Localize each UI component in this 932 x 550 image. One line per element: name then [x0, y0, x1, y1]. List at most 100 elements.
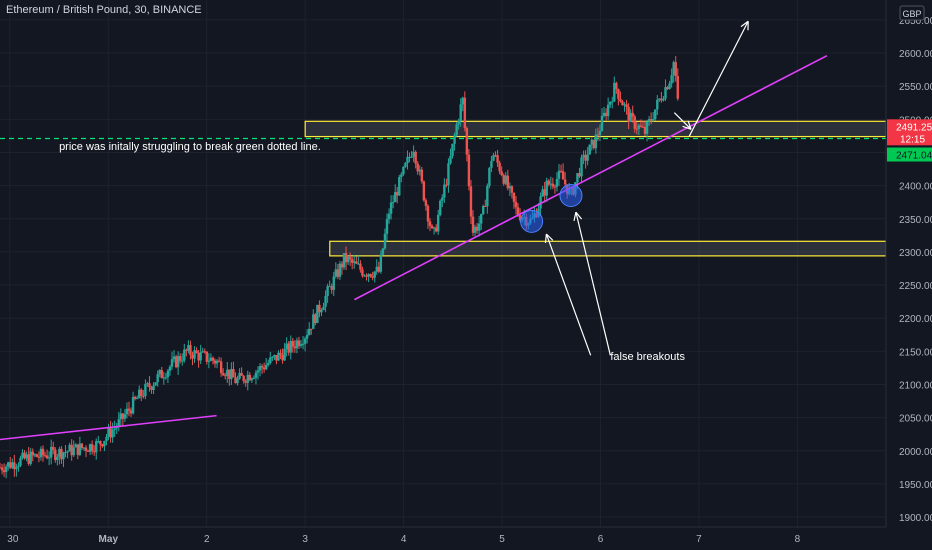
candle-body	[289, 340, 292, 353]
candle-body	[498, 162, 501, 172]
candle-body	[240, 372, 243, 376]
candle-body	[340, 263, 344, 268]
candle-body	[580, 157, 583, 177]
candle-body	[463, 97, 467, 128]
candle-body	[62, 452, 65, 460]
candle-body	[242, 375, 245, 382]
currency-label: GBP	[902, 9, 921, 19]
candle-body	[183, 349, 186, 361]
candle-body	[563, 179, 567, 185]
price-tick-label: 2650.00	[899, 16, 932, 27]
candle-body	[281, 354, 284, 361]
candle-body	[39, 448, 43, 458]
candle-body	[123, 414, 127, 419]
candle-body	[398, 176, 401, 196]
candle-body	[213, 360, 217, 364]
candle-body	[422, 181, 426, 201]
price-tick-label: 2150.00	[899, 347, 932, 358]
candle-body	[228, 369, 231, 380]
candle-body	[54, 449, 57, 461]
candle-body	[598, 130, 602, 136]
candle-body	[6, 462, 10, 467]
candle-body	[592, 139, 596, 149]
candle-body	[647, 119, 651, 122]
candle-body	[492, 155, 495, 161]
candle-body	[80, 443, 84, 448]
trendline	[0, 414, 217, 441]
candle-body	[582, 154, 585, 158]
annotation-arrowhead	[682, 125, 692, 130]
candle-body	[205, 351, 209, 362]
candle-body	[457, 120, 460, 125]
candle-body	[373, 271, 376, 278]
candle-body	[353, 261, 356, 263]
candle-body	[420, 169, 424, 182]
candle-body	[393, 192, 397, 203]
candle-body	[226, 369, 229, 377]
candle-body	[383, 233, 387, 249]
candle-body	[103, 440, 106, 447]
candle-body	[230, 369, 233, 380]
candle-body	[606, 104, 610, 117]
candle-body	[469, 186, 473, 217]
false-breakout-marker	[520, 209, 544, 233]
candle-body	[490, 160, 493, 168]
candle-body	[267, 362, 270, 365]
candle-body	[174, 356, 178, 368]
candle-body	[23, 452, 26, 459]
candle-body	[176, 356, 180, 368]
candle-body	[338, 263, 342, 277]
candle-body	[408, 156, 411, 158]
candle-body	[21, 452, 24, 458]
price-tick-label: 2600.00	[899, 49, 932, 60]
candle-body	[406, 156, 409, 164]
candle-body	[336, 269, 340, 277]
candle-body	[275, 355, 278, 361]
candle-body	[561, 171, 565, 180]
candle-body	[557, 170, 561, 179]
candle-body	[332, 276, 335, 290]
candle-body	[479, 214, 483, 224]
struggle-annotation: price was initally struggling to break g…	[59, 140, 321, 153]
candle-body	[465, 127, 469, 155]
candle-body	[58, 448, 61, 457]
candle-body	[121, 413, 125, 419]
time-tick-label: 8	[795, 534, 801, 545]
time-axis-panel	[0, 527, 932, 550]
candle-body	[330, 286, 333, 290]
candle-body	[633, 116, 636, 129]
candle-body	[357, 263, 360, 265]
candle-body	[107, 428, 110, 437]
candle-body	[131, 396, 135, 414]
candle-body	[117, 419, 120, 427]
last-price-badge	[887, 119, 932, 146]
candle-body	[252, 377, 256, 379]
candle-body	[258, 365, 262, 371]
candle-body	[547, 180, 550, 185]
candle-body	[142, 395, 145, 397]
candle-body	[369, 274, 372, 277]
candle-body	[473, 226, 477, 233]
candle-body	[246, 374, 249, 383]
candle-body	[381, 248, 385, 255]
candle-body	[15, 467, 18, 470]
candle-body	[621, 101, 624, 106]
candle-body	[82, 447, 86, 449]
candle-body	[424, 200, 428, 206]
candle-body	[649, 119, 653, 121]
candle-body	[656, 99, 659, 110]
currency-box	[899, 5, 925, 21]
annotation-arrowhead	[545, 233, 554, 241]
candle-body	[608, 101, 612, 105]
candle-body	[445, 184, 448, 186]
candle-body	[86, 450, 90, 452]
candle-body	[643, 126, 647, 134]
time-tick-label: 30	[7, 534, 19, 545]
candle-body	[109, 428, 112, 438]
candle-body	[49, 446, 53, 458]
candle-body	[334, 269, 338, 277]
candle-body	[193, 350, 196, 359]
candle-body	[660, 98, 663, 101]
